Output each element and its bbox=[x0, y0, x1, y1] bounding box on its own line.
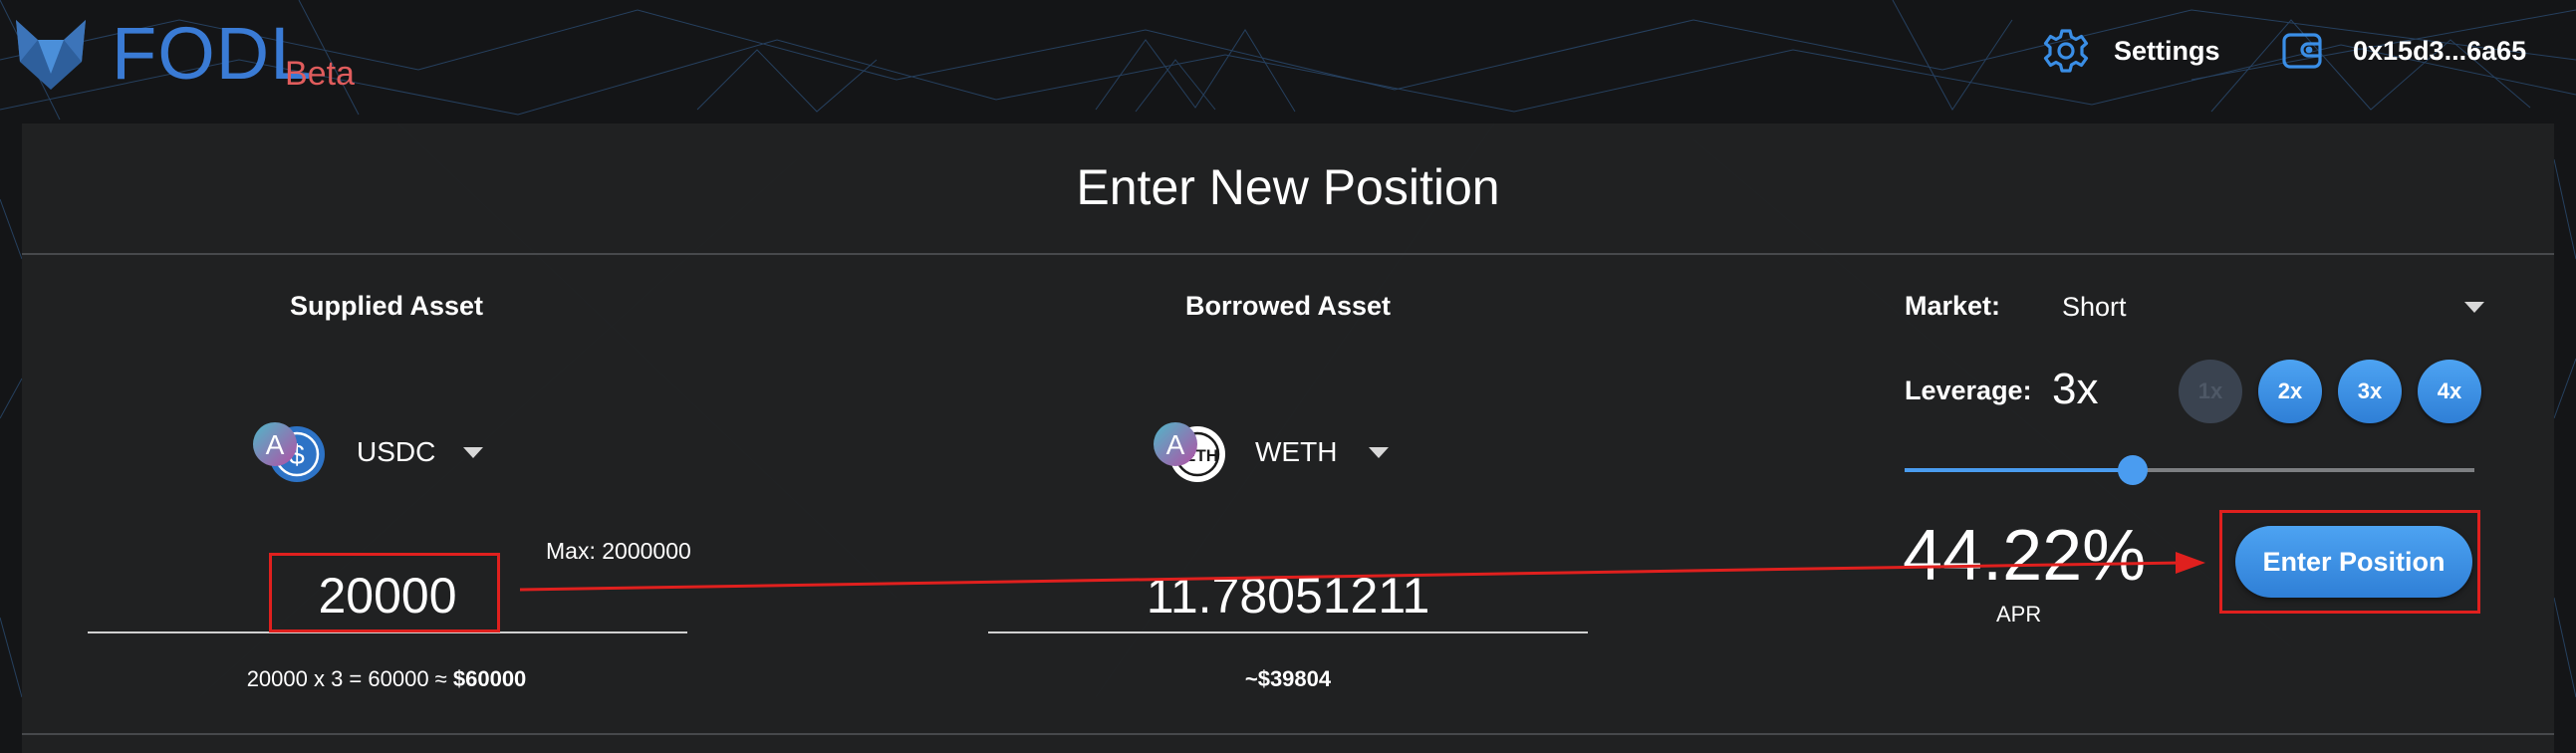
borrowed-asset-select[interactable]: ETH A WETH bbox=[1152, 418, 1390, 486]
leverage-slider[interactable] bbox=[1905, 455, 2474, 485]
position-size-value: $60000 bbox=[452, 666, 527, 691]
market-value: Short bbox=[2062, 291, 2127, 322]
leverage-slider-thumb[interactable] bbox=[2117, 455, 2148, 485]
enter-position-button[interactable]: Enter Position bbox=[2235, 526, 2472, 598]
leverage-4x-button[interactable]: 4x bbox=[2418, 360, 2481, 423]
market-select[interactable]: Short bbox=[2062, 287, 2484, 327]
annotation-box-amount bbox=[269, 553, 500, 632]
borrowed-amount: 11.78051211 bbox=[988, 560, 1588, 633]
beta-badge: Beta bbox=[285, 55, 355, 93]
chevron-down-icon bbox=[1369, 446, 1390, 458]
apr-value: 44.22% bbox=[1903, 516, 2147, 596]
wallet-address: 0x15d3...6a65 bbox=[2353, 35, 2527, 66]
annotation-box-enter bbox=[2219, 510, 2480, 614]
max-amount-label[interactable]: Max: 2000000 bbox=[546, 538, 691, 564]
settings-button[interactable]: Settings bbox=[2042, 26, 2220, 76]
leverage-slider-fill bbox=[1905, 468, 2133, 472]
leverage-1x-button[interactable]: 1x bbox=[2179, 360, 2242, 423]
bottom-divider bbox=[22, 733, 2554, 735]
leverage-value: 3x bbox=[2052, 365, 2099, 413]
borrowed-value-note: ~$39804 bbox=[1244, 666, 1332, 691]
title-divider bbox=[22, 253, 2554, 255]
chevron-down-icon bbox=[2464, 301, 2484, 313]
weth-token-icon: ETH A bbox=[1152, 418, 1235, 486]
svg-text:A: A bbox=[266, 429, 285, 460]
wallet-icon bbox=[2282, 33, 2322, 69]
enter-position-card: Enter New Position bbox=[22, 124, 2554, 753]
wallet-button[interactable]: 0x15d3...6a65 bbox=[2281, 26, 2526, 76]
apr-label: APR bbox=[1996, 602, 2042, 627]
leverage-2x-button[interactable]: 2x bbox=[2258, 360, 2322, 423]
borrowed-asset-heading: Borrowed Asset bbox=[1184, 291, 1392, 321]
leverage-3x-button[interactable]: 3x bbox=[2338, 360, 2402, 423]
market-label: Market: bbox=[1905, 291, 2001, 321]
supplied-asset-heading: Supplied Asset bbox=[289, 291, 484, 321]
position-size-formula: 20000 x 3 = 60000 ≈ bbox=[246, 666, 453, 691]
chevron-down-icon bbox=[463, 446, 484, 458]
fox-logo-icon[interactable] bbox=[12, 14, 90, 94]
leverage-label: Leverage: bbox=[1905, 376, 2032, 405]
position-size-note: 20000 x 3 = 60000 ≈ $60000 bbox=[187, 666, 586, 692]
brand-name[interactable]: FODL bbox=[112, 12, 313, 95]
svg-text:A: A bbox=[1166, 429, 1185, 460]
top-bar: FODL Beta Settings 0x15d3...6a65 bbox=[0, 0, 2576, 120]
page-title: Enter New Position bbox=[1076, 159, 1500, 215]
gear-icon bbox=[2043, 29, 2089, 73]
supplied-asset-select[interactable]: $ A USDC bbox=[249, 418, 484, 486]
usdc-token-icon: $ A bbox=[249, 418, 333, 486]
borrowed-asset-name: WETH bbox=[1255, 436, 1338, 467]
settings-label: Settings bbox=[2114, 35, 2220, 66]
supplied-asset-name: USDC bbox=[357, 436, 436, 467]
